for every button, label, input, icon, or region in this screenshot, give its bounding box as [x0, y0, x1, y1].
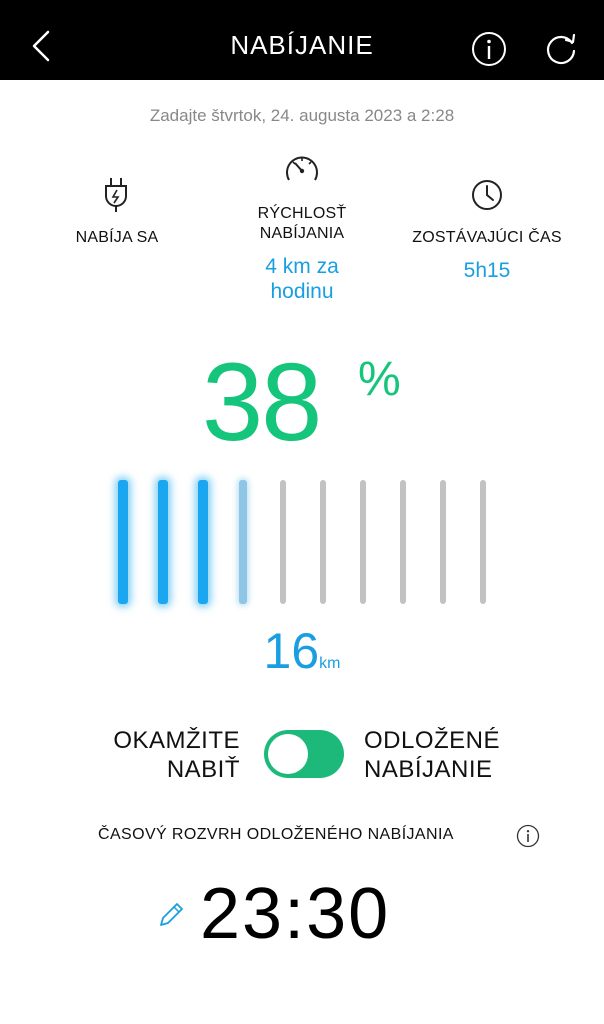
page-title: NABÍJANIE — [230, 30, 374, 60]
battery-bar-7 — [360, 480, 366, 604]
info-icon[interactable] — [470, 30, 508, 68]
immediate-charge-label-1: OKAMŽITE — [113, 727, 240, 754]
speedometer-icon — [286, 156, 318, 181]
battery-bar-9 — [440, 480, 446, 604]
clock-icon — [472, 180, 502, 210]
battery-bar-6 — [320, 480, 326, 604]
remaining-time-value: 5h15 — [463, 259, 511, 282]
immediate-charge-label-2: NABIŤ — [166, 756, 240, 783]
stat-remaining-time: ZOSTÁVAJÚCI ČAS 5h15 — [396, 228, 578, 283]
battery-bar-2 — [158, 480, 168, 604]
stat-charging-speed: RÝCHLOSŤ NABÍJANIA 4 km za hodinu — [222, 204, 382, 304]
plug-icon — [105, 178, 127, 212]
charging-speed-value-2: hodinu — [270, 280, 334, 303]
percent-sign: % — [358, 353, 401, 406]
range-unit: km — [319, 655, 341, 672]
delayed-charge-label-1: ODLOŽENÉ — [364, 727, 501, 754]
refresh-icon[interactable] — [542, 30, 580, 68]
remaining-time-label: ZOSTÁVAJÚCI ČAS — [412, 229, 562, 246]
battery-percent: 38 — [202, 341, 322, 464]
battery-bar-5 — [280, 480, 286, 604]
battery-level-bars — [0, 480, 604, 610]
charging-speed-value-1: 4 km za — [265, 255, 339, 278]
date-text: Zadajte štvrtok, 24. augusta 2023 a 2:28 — [149, 106, 455, 125]
immediate-charge-label[interactable]: OKAMŽITE NABIŤ — [80, 726, 240, 784]
battery-bar-10 — [480, 480, 486, 604]
toggle-knob — [268, 734, 308, 774]
delayed-charge-label[interactable]: ODLOŽENÉ NABÍJANIE — [364, 726, 500, 784]
delayed-charge-label-2: NABÍJANIE — [364, 756, 493, 783]
schedule-time[interactable]: 23:30 — [200, 874, 391, 954]
top-bar: NABÍJANIE — [0, 0, 604, 80]
battery-bar-3 — [198, 480, 208, 604]
stat-charging-status: NABÍJA SA — [58, 228, 176, 248]
charging-status-label: NABÍJA SA — [75, 229, 159, 246]
battery-bar-8 — [400, 480, 406, 604]
info-icon[interactable] — [516, 824, 540, 848]
schedule-label: ČASOVÝ ROZVRH ODLOŽENÉHO NABÍJANIA — [98, 826, 454, 843]
charging-speed-label-2: NABÍJANIA — [259, 225, 345, 242]
pencil-icon[interactable] — [156, 900, 186, 930]
chevron-left-icon[interactable] — [26, 26, 58, 66]
range-value: 16 — [263, 623, 320, 679]
charge-mode-toggle[interactable] — [264, 730, 344, 778]
battery-bar-4 — [239, 480, 247, 604]
battery-bar-1 — [118, 480, 128, 604]
charging-speed-label-1: RÝCHLOSŤ — [257, 205, 347, 222]
range-display: 16km — [0, 626, 604, 676]
